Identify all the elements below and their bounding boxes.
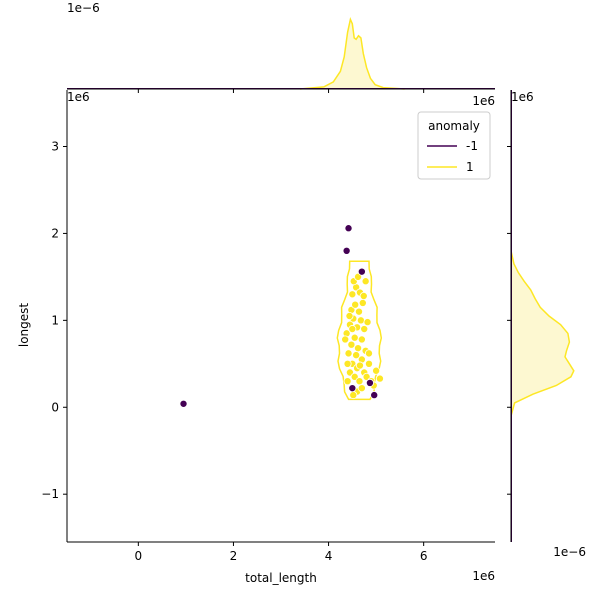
- point-normal: [347, 340, 356, 349]
- top-panel-x-offset-label: 1e6: [472, 94, 495, 108]
- point-normal: [352, 351, 361, 360]
- point-normal: [350, 333, 359, 342]
- right-marginal-offset-label: 1e−6: [553, 545, 586, 559]
- x-axis-ticks: 0 2 4 6: [135, 89, 428, 563]
- main-plot-area: [179, 224, 384, 408]
- point-anomaly: [370, 391, 379, 400]
- legend-title: anomaly: [428, 119, 480, 133]
- point-normal: [363, 318, 372, 327]
- point-normal: [364, 359, 373, 368]
- point-anomaly: [348, 384, 357, 393]
- y-tick-label: 0: [51, 400, 59, 414]
- y-axis-ticks: −1 0 1 2 3: [41, 140, 511, 501]
- point-normal: [343, 359, 352, 368]
- right-marginal-y-offset-label: 1e6: [511, 90, 534, 104]
- y-tick-label: 2: [51, 226, 59, 240]
- kde-contour-series-1: [336, 260, 383, 401]
- point-normal: [375, 374, 384, 383]
- legend-label-minus-1: -1: [466, 139, 478, 153]
- point-anomaly: [342, 246, 351, 255]
- point-normal: [343, 377, 352, 386]
- point-normal: [351, 300, 360, 309]
- right-marginal-curve: [511, 250, 575, 417]
- point-normal: [359, 292, 368, 301]
- x-offset-label: 1e6: [472, 569, 495, 583]
- y-tick-label: 1: [51, 313, 59, 327]
- x-tick-label: 0: [135, 549, 143, 563]
- point-normal: [354, 344, 363, 353]
- point-anomaly: [179, 399, 188, 408]
- point-normal: [372, 366, 381, 375]
- point-normal: [348, 290, 357, 299]
- point-normal: [360, 325, 369, 334]
- top-marginal-fill: [300, 19, 405, 89]
- point-normal: [364, 349, 373, 358]
- point-normal: [349, 391, 358, 400]
- y-tick-label: −1: [41, 487, 59, 501]
- point-anomaly: [344, 224, 353, 233]
- top-marginal-curve: [299, 16, 405, 90]
- point-normal: [356, 316, 365, 325]
- y-offset-label: 1e6: [67, 90, 90, 104]
- x-axis-label: total_length: [245, 571, 317, 585]
- point-normal: [361, 277, 370, 286]
- point-normal: [348, 325, 357, 334]
- right-marginal-density: [511, 90, 575, 542]
- y-tick-label: 3: [51, 140, 59, 154]
- point-normal: [354, 307, 363, 316]
- point-anomaly: [357, 267, 366, 276]
- point-normal: [345, 311, 354, 320]
- scatter-points: [179, 224, 384, 408]
- top-marginal-offset-label: 1e−6: [67, 1, 100, 15]
- point-normal: [355, 377, 364, 386]
- y-axis-label: longest: [17, 303, 31, 348]
- x-tick-label: 4: [325, 549, 333, 563]
- legend: anomaly -1 1: [417, 111, 491, 180]
- point-normal: [358, 298, 367, 307]
- point-normal: [341, 335, 350, 344]
- right-marginal-fill: [511, 250, 574, 416]
- top-marginal-density: [67, 16, 495, 90]
- point-normal: [344, 349, 353, 358]
- point-normal: [355, 361, 364, 370]
- point-normal: [357, 384, 366, 393]
- x-tick-label: 6: [420, 549, 428, 563]
- x-tick-label: 2: [230, 549, 238, 563]
- point-normal: [357, 335, 366, 344]
- point-anomaly: [365, 378, 374, 387]
- kde-contours: [336, 260, 383, 401]
- legend-label-1: 1: [466, 160, 474, 174]
